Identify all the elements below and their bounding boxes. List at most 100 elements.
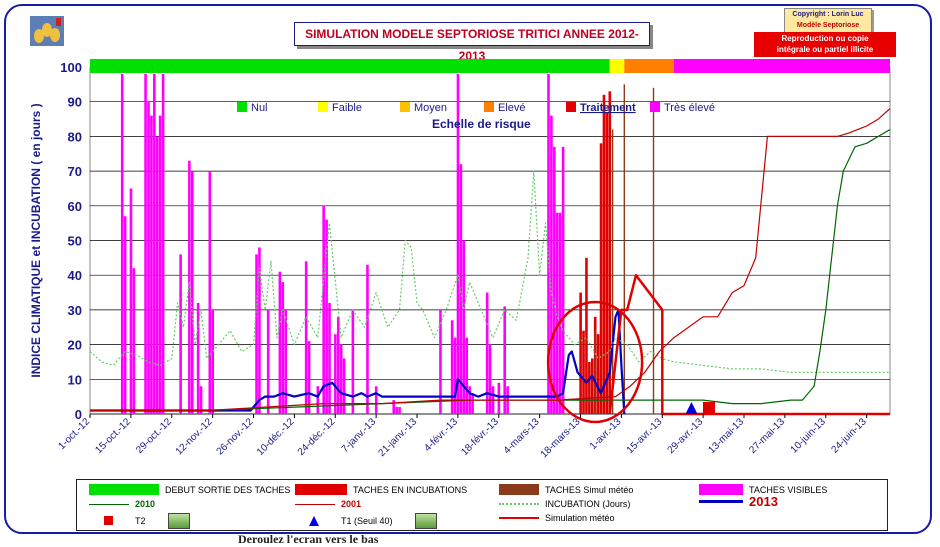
bar-visible-44: [459, 164, 463, 414]
y-tick-label-70: 70: [68, 164, 82, 179]
copyright-badge: Copyright : Lorin Luc Modèle Septoriose: [784, 8, 872, 34]
bar-visible-16: [208, 171, 212, 414]
bar-visible-36: [374, 386, 378, 414]
legend-swatch-2013: [699, 500, 743, 503]
bar-visible-3: [132, 268, 136, 414]
risk-label-3: Elevé: [498, 102, 526, 114]
x-tick-label-9: 4-févr.-13: [422, 416, 460, 454]
risk-label-5: Très élevé: [664, 102, 715, 114]
legend-swatch-debut: [89, 484, 159, 495]
x-tick-label-4: 26-nov.-12: [215, 416, 256, 457]
bar-visible-15: [199, 386, 203, 414]
risk-swatch-3: [484, 102, 494, 112]
x-tick-label-12: 18-mars-13: [539, 416, 583, 460]
bar-visible-6: [150, 115, 153, 414]
risk-label-0: Nul: [251, 102, 268, 114]
legend-2010: 2010: [135, 499, 156, 509]
bar-visible-37: [392, 400, 396, 414]
bar-visible-20: [266, 309, 270, 414]
marker-t1: [685, 402, 698, 414]
bar-visible-22: [281, 282, 285, 414]
x-tick-label-18: 10-juin-13: [789, 416, 829, 456]
y-tick-label-80: 80: [68, 129, 82, 144]
risk-band-3-tres_eleve: [673, 59, 890, 73]
bar-incub-10: [608, 91, 612, 414]
bar-visible-45: [462, 240, 466, 414]
y-tick-label-90: 90: [68, 95, 82, 110]
bar-visible-48: [471, 393, 474, 414]
series-line-0: [90, 308, 626, 415]
bar-visible-18: [255, 254, 258, 414]
risk-scale-title: Echelle de risque: [432, 117, 531, 131]
legend-swatch-simul: [499, 484, 539, 495]
y-tick-label-20: 20: [68, 338, 82, 353]
bar-visible-29: [328, 302, 331, 414]
bar-visible-32: [339, 344, 343, 414]
bar-visible-11: [179, 254, 182, 414]
legend-simulation: Simulation météo: [545, 513, 615, 523]
bar-visible-46: [465, 337, 469, 414]
copyright-line2: Modèle Septoriose: [796, 22, 860, 29]
x-tick-label-5: 10-déc.-12: [255, 416, 297, 458]
bar-visible-21: [278, 271, 282, 414]
bar-visible-1: [123, 216, 127, 414]
x-tick-label-16: 13-mai-13: [707, 416, 747, 456]
sprayer-icon: [167, 513, 190, 529]
bar-visible-39: [398, 407, 401, 414]
x-tick-label-11: 4-mars-13: [502, 416, 542, 456]
bar-visible-8: [155, 136, 159, 414]
bar-visible-27: [322, 205, 325, 414]
bar-visible-24: [304, 261, 308, 414]
repro-line1: Reproduction ou copie: [781, 34, 869, 43]
legend-taches-incub: TACHES EN INCUBATIONS: [353, 484, 468, 495]
y-tick-label-30: 30: [68, 303, 82, 318]
reproduction-notice: Reproduction ou copie intégrale ou parti…: [754, 32, 896, 57]
legend-swatch-2010: [89, 503, 129, 505]
scroll-hint: Deroulez l'ecran vers le bas: [238, 532, 379, 546]
bar-visible-58: [555, 212, 559, 414]
legend-swatch-incub: [295, 484, 347, 495]
x-tick-label-3: 12-nov.-12: [174, 416, 215, 457]
copyright-line1: Copyright : Lorin Luc: [792, 11, 864, 18]
repro-line2: intégrale ou partiel illicite: [776, 45, 874, 54]
legend-t2: T2: [135, 516, 146, 526]
bar-incub-3: [588, 361, 591, 414]
risk-band-0-nul: [90, 59, 610, 73]
risk-label-1: Faible: [332, 102, 362, 114]
bar-incub-4: [590, 358, 594, 414]
y-tick-label-10: 10: [68, 372, 82, 387]
bar-visible-50: [488, 344, 492, 414]
bar-visible-7: [153, 73, 156, 414]
bar-visible-31: [336, 316, 340, 414]
y-tick-label-50: 50: [68, 234, 82, 249]
x-tick-label-2: 29-oct.-12: [134, 416, 174, 456]
bar-visible-52: [497, 382, 501, 414]
bar-incub-2: [585, 257, 588, 414]
y-axis-label: INDICE CLIMATIQUE et INCUBATION ( en jou…: [29, 103, 43, 377]
bar-visible-55: [547, 73, 550, 414]
x-tick-label-14: 15-avr.-13: [625, 416, 665, 456]
chart-title: SIMULATION MODELE SEPTORIOSE TRITICI ANN…: [294, 22, 650, 63]
risk-swatch-1: [318, 102, 328, 112]
legend-swatch-incubation: [499, 503, 539, 505]
legend-2001: 2001: [341, 499, 362, 509]
bar-visible-19: [258, 247, 261, 414]
bar-visible-53: [503, 306, 506, 414]
x-tick-label-8: 21-janv.-13: [376, 416, 419, 459]
x-tick-label-6: 24-déc.-12: [296, 416, 338, 458]
x-tick-label-19: 24-juin-13: [830, 416, 870, 456]
legend-t1: T1 (Seuil 40): [341, 516, 393, 526]
bar-simul-0: [594, 330, 596, 414]
bar-visible-30: [334, 334, 337, 414]
bar-visible-40: [439, 309, 442, 414]
bar-visible-38: [395, 407, 398, 414]
bar-visible-25: [307, 341, 311, 414]
risk-band-1-faible: [609, 59, 625, 73]
bar-simul-1: [611, 129, 614, 414]
bar-visible-0: [120, 73, 124, 414]
bar-visible-49: [485, 292, 489, 414]
legend-incubation: INCUBATION (Jours): [545, 499, 631, 509]
series-line-1: [89, 170, 890, 373]
y-tick-label-40: 40: [68, 268, 82, 283]
